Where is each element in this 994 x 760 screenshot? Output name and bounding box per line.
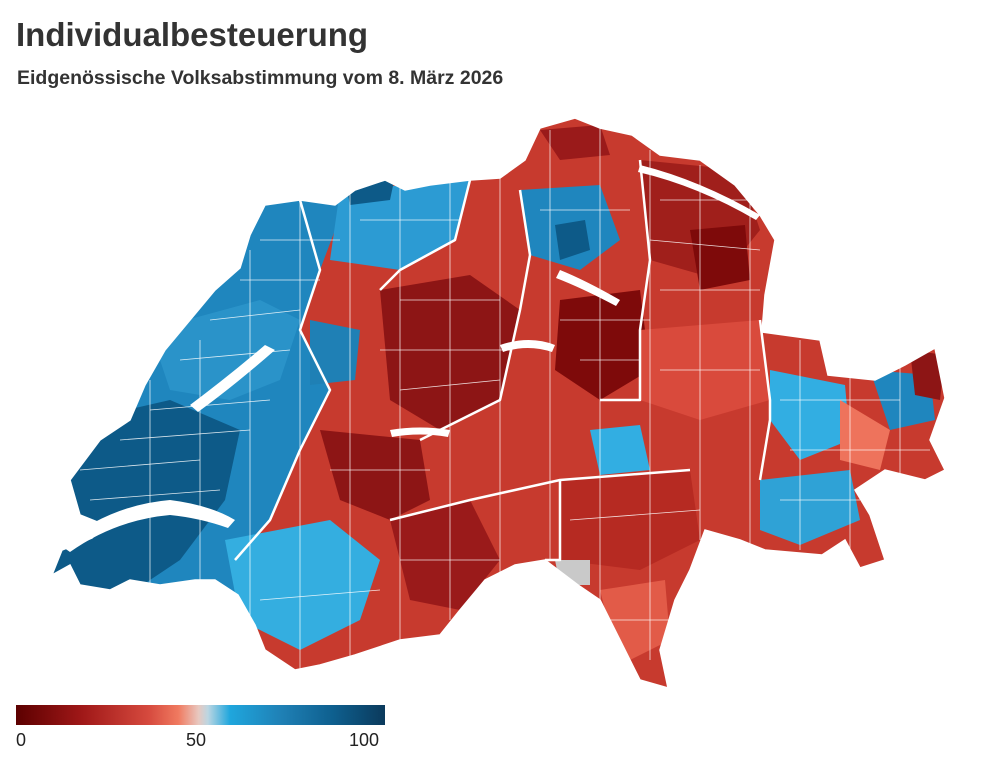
borders-west	[79, 239, 340, 501]
border-romandie	[234, 199, 332, 561]
border-aargau	[379, 179, 472, 291]
page-title: Individualbesteuerung	[16, 16, 369, 53]
legend-tick-0: 0	[16, 730, 27, 750]
legend-tick-50: 50	[186, 730, 207, 750]
border-east	[600, 159, 652, 402]
region-zurich-city	[555, 220, 590, 260]
border-valais-north	[389, 468, 691, 522]
region-schaffhausen	[540, 125, 610, 160]
region-neuchatel	[150, 300, 300, 400]
municipality-borders	[79, 128, 930, 670]
region-ticino-north	[560, 470, 700, 570]
lakes	[60, 165, 760, 552]
lake-neuchatel	[190, 345, 275, 412]
region-bern	[310, 320, 360, 385]
region-graubuenden-south	[760, 470, 860, 545]
region-uri-blue	[590, 425, 650, 475]
canton-borders	[234, 159, 772, 562]
border-central	[419, 189, 532, 442]
borders-east	[649, 199, 930, 501]
region-graubuenden-west	[770, 370, 850, 460]
region-bernese-oberland	[320, 430, 430, 520]
border-graubuenden	[758, 319, 772, 481]
borders-grid	[149, 128, 901, 670]
lake-geneva	[60, 500, 235, 552]
region-muenstertal	[910, 350, 945, 400]
legend-colorbar	[16, 705, 385, 725]
region-schwyz	[555, 290, 650, 400]
page-subtitle: Eidgenössische Volksabstimmung vom 8. Mä…	[17, 67, 504, 89]
legend-gradient	[16, 705, 385, 725]
lake-constance	[638, 165, 760, 220]
region-upper-valais	[390, 500, 500, 610]
legend-tick-100: 100	[349, 730, 380, 750]
region-appenzell	[690, 225, 750, 290]
municipality-regions	[52, 118, 945, 688]
lake-thun-brienz	[390, 427, 450, 437]
lake-zurich	[556, 270, 620, 306]
region-lower-valais	[225, 520, 380, 650]
region-graubuenden-east	[840, 400, 890, 470]
